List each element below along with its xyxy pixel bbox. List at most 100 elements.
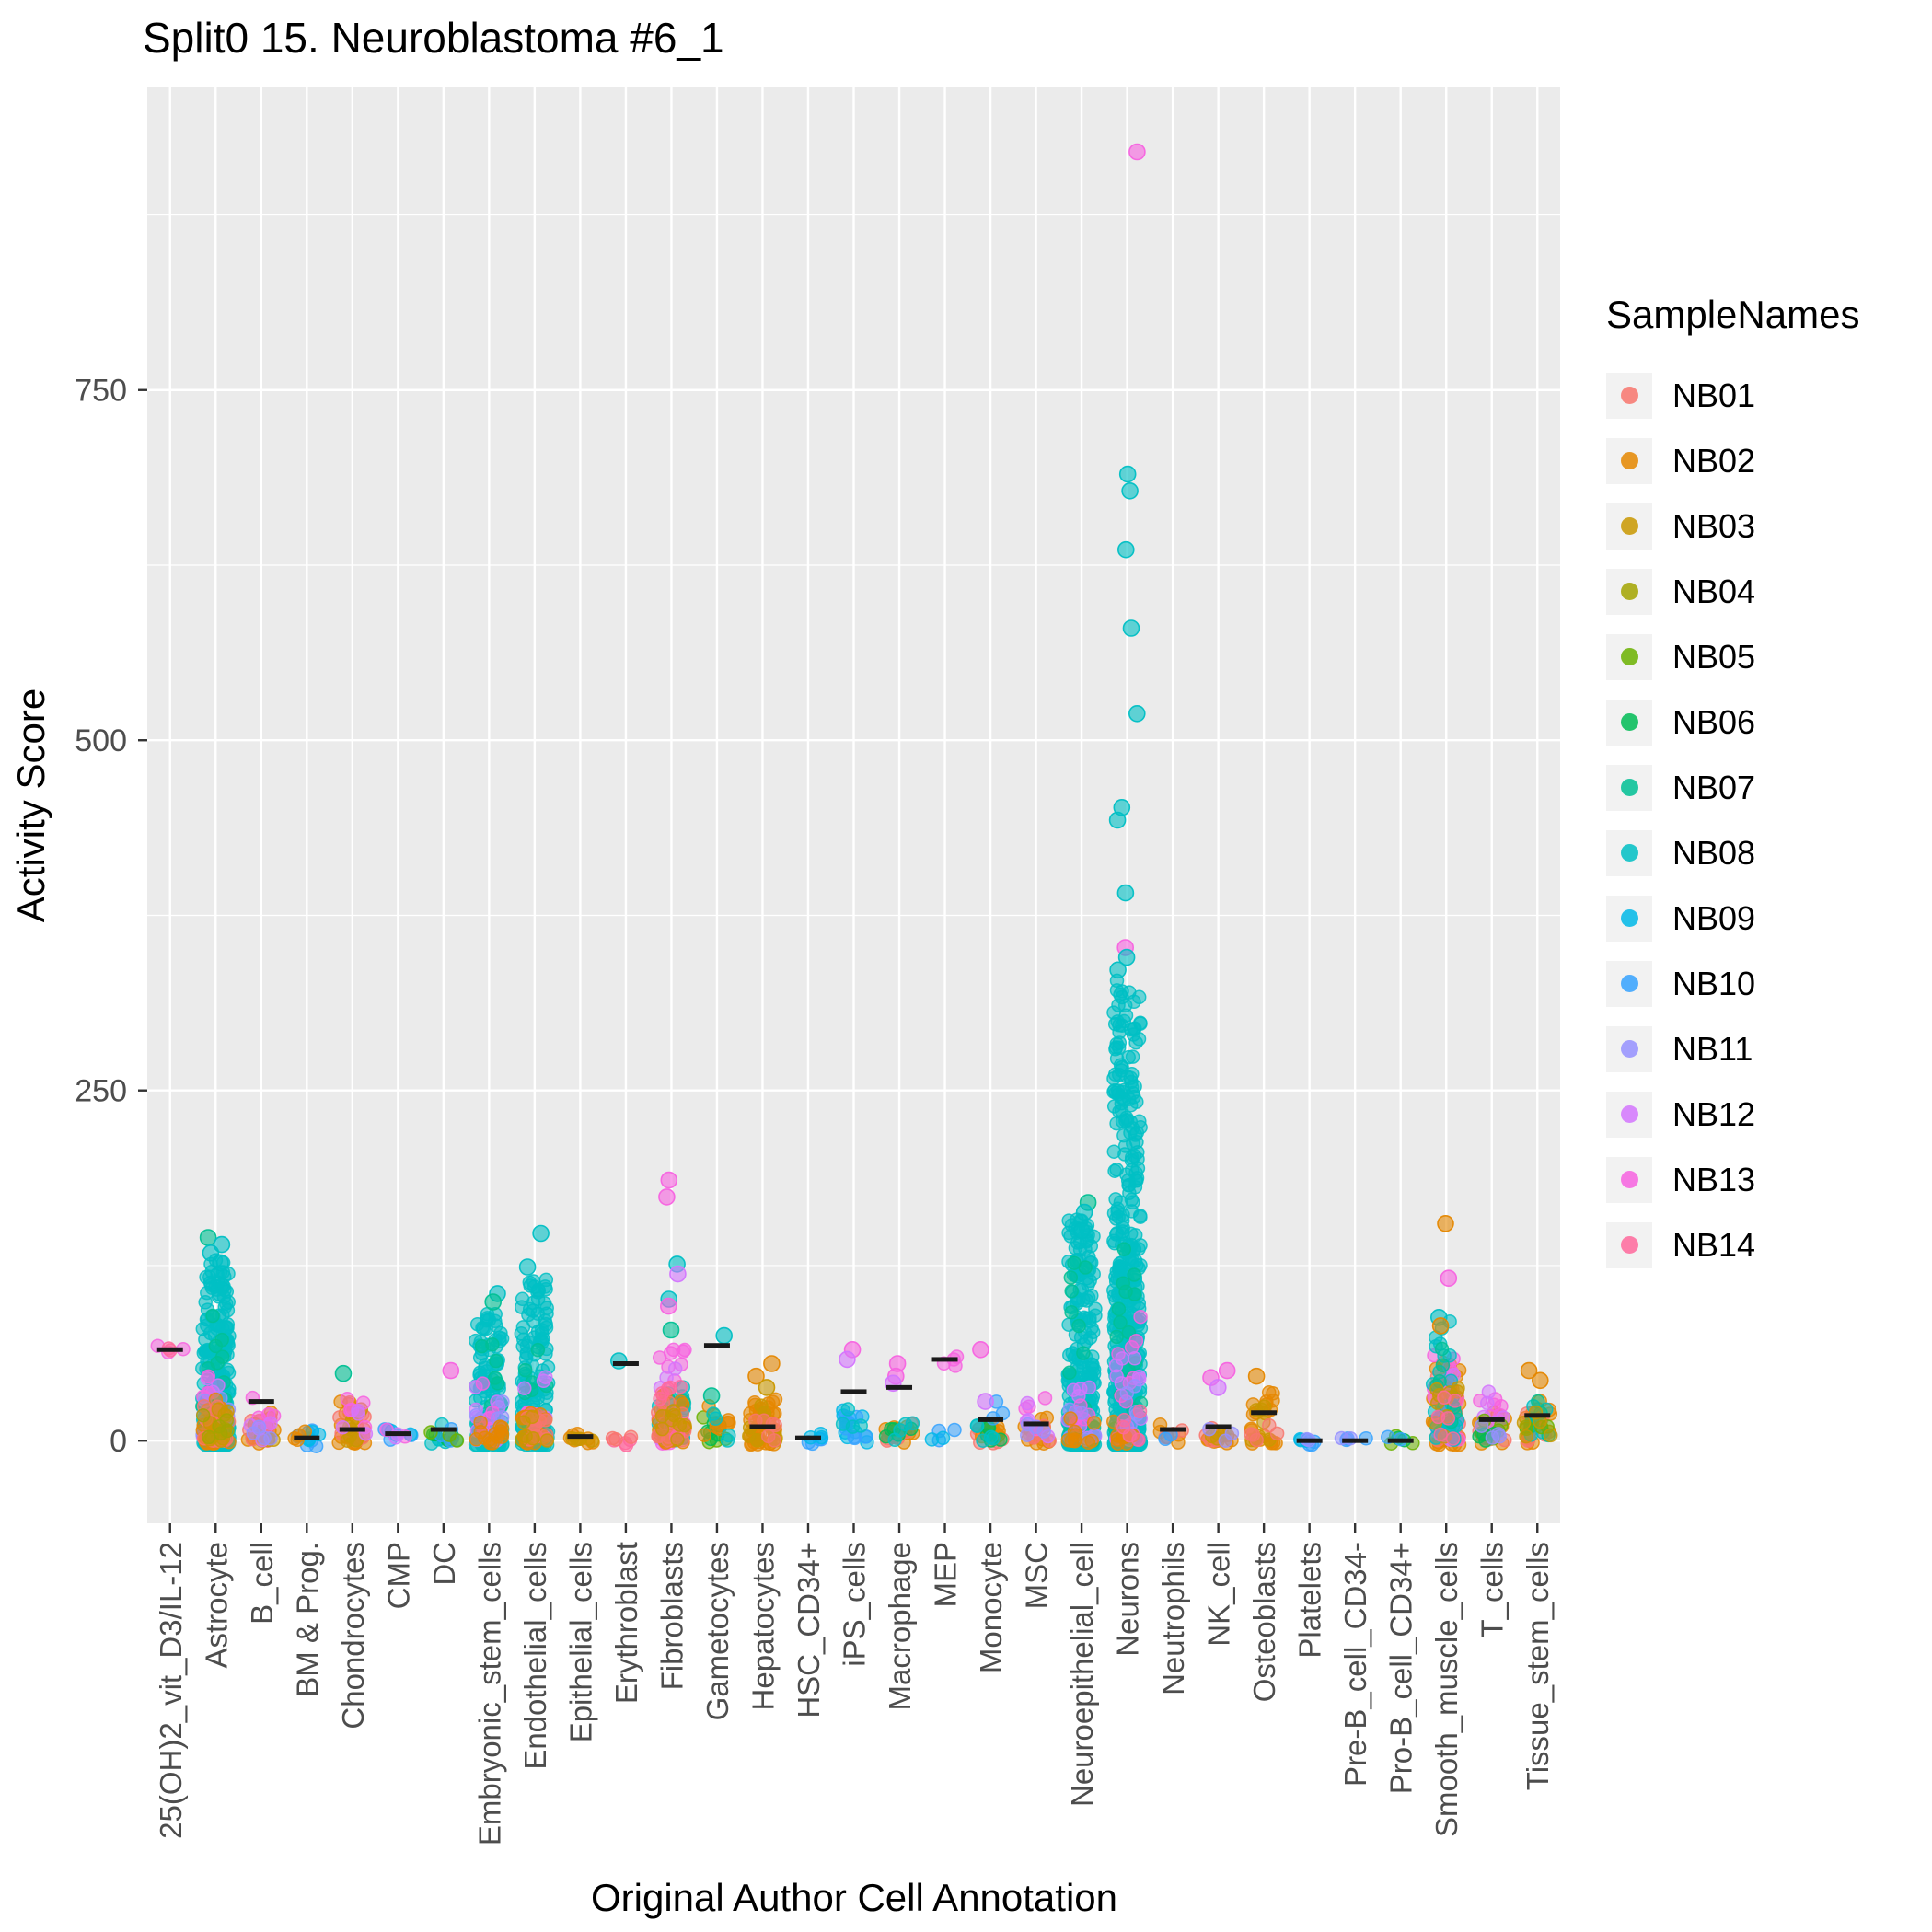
legend-title: SampleNames (1606, 293, 1860, 336)
x-tick-label: Osteoblasts (1247, 1542, 1281, 1702)
x-tick-label: Tissue_stem_cells (1521, 1542, 1555, 1790)
y-axis-title: Activity Score (9, 688, 52, 923)
legend-color-dot (1620, 1105, 1638, 1123)
gridlines (147, 87, 1560, 1523)
y-tick-label: 750 (75, 374, 127, 409)
legend-key (1606, 1221, 1652, 1268)
x-tick-label: Gametocytes (700, 1542, 735, 1720)
x-tick-label: Neurons (1111, 1542, 1145, 1657)
legend-key (1606, 1156, 1652, 1203)
x-tick-label: 25(OH)2_vit_D3/IL-12 (154, 1542, 188, 1839)
y-tick-label: 0 (110, 1424, 127, 1459)
x-tick-label: Pro-B_cell_CD34+ (1384, 1542, 1418, 1794)
x-tick-label: Fibroblasts (654, 1542, 688, 1690)
legend-label: NB04 (1672, 572, 1756, 610)
axis-ticks-labels: 0 250 500 750 25(OH)2_vit_D3/IL-12 Astrocyte B… (75, 374, 1555, 1845)
x-tick-label: HSC_CD34+ (792, 1542, 826, 1718)
legend-color-dot (1620, 844, 1638, 862)
legend-key (1606, 568, 1652, 615)
legend-item-NB10: NB10 (1606, 951, 1859, 1016)
x-tick-label: Chondrocytes (336, 1542, 370, 1730)
y-tick-label: 250 (75, 1074, 127, 1109)
legend-key (1606, 633, 1652, 680)
legend-item-NB14: NB14 (1606, 1212, 1859, 1278)
legend-key (1606, 1091, 1652, 1138)
x-tick-label: iPS_cells (838, 1542, 872, 1667)
legend-key (1606, 1025, 1652, 1072)
legend-key (1606, 895, 1652, 942)
legend-item-NB04: NB04 (1606, 559, 1859, 624)
legend-item-NB07: NB07 (1606, 755, 1859, 820)
x-tick-label: Neuroepithelial_cell (1065, 1542, 1099, 1807)
legend-item-NB05: NB05 (1606, 624, 1859, 689)
legend-label: NB11 (1672, 1029, 1753, 1068)
x-tick-label: Smooth_muscle_cells (1429, 1542, 1463, 1837)
legend-key (1606, 764, 1652, 811)
legend-key (1606, 503, 1652, 550)
legend-item-NB08: NB08 (1606, 820, 1859, 885)
x-tick-label: Platelets (1293, 1542, 1327, 1659)
legend-color-dot (1620, 452, 1638, 469)
legend-label: NB09 (1672, 898, 1756, 937)
legend-item-NB09: NB09 (1606, 885, 1859, 951)
legend-color-dot (1620, 517, 1638, 535)
legend-item-NB02: NB02 (1606, 428, 1859, 493)
legend-item-NB11: NB11 (1606, 1016, 1859, 1082)
x-tick-label: Pre-B_cell_CD34- (1338, 1542, 1372, 1787)
legend-label: NB13 (1672, 1160, 1756, 1198)
legend-color-dot (1620, 975, 1638, 992)
legend-label: NB06 (1672, 702, 1756, 741)
y-tick-label: 500 (75, 723, 127, 758)
legend-color-dot (1620, 779, 1638, 796)
legend-label: NB08 (1672, 833, 1756, 872)
legend-label: NB02 (1672, 441, 1756, 480)
x-tick-label: Embryonic_stem_cells (472, 1542, 506, 1845)
x-tick-label: BM & Prog. (290, 1542, 324, 1697)
legend-color-dot (1620, 648, 1638, 665)
x-tick-label: T_cells (1475, 1542, 1510, 1638)
legend-key (1606, 699, 1652, 746)
x-tick-label: MSC (1020, 1542, 1054, 1609)
x-tick-label: Macrophage (883, 1542, 917, 1710)
x-tick-label: Hepatocytes (746, 1542, 780, 1710)
legend-color-dot (1620, 1171, 1638, 1188)
legend-key (1606, 829, 1652, 876)
x-axis-title: Original Author Cell Annotation (590, 1876, 1118, 1919)
legend-key (1606, 960, 1652, 1007)
legend-label: NB03 (1672, 506, 1756, 545)
legend-items: NB01 NB02 NB03 NB04 NB05 NB06 NB07 NB08 NB09 NB10… (1606, 363, 1859, 1278)
legend-label: NB14 (1672, 1225, 1756, 1264)
x-tick-label: Erythroblast (609, 1542, 643, 1704)
legend-label: NB01 (1672, 376, 1756, 414)
legend-item-NB06: NB06 (1606, 689, 1859, 755)
legend-color-dot (1620, 1236, 1638, 1254)
x-tick-label: CMP (381, 1542, 415, 1609)
legend-key (1606, 437, 1652, 484)
legend-item-NB13: NB13 (1606, 1147, 1859, 1212)
legend-label: NB12 (1672, 1094, 1756, 1133)
legend-label: NB07 (1672, 768, 1756, 806)
legend: SampleNames NB01 NB02 NB03 NB04 NB05 NB06 NB07… (1606, 293, 1859, 1278)
legend-label: NB10 (1672, 964, 1756, 1002)
x-tick-label: Epithelial_cells (563, 1542, 597, 1742)
legend-item-NB01: NB01 (1606, 363, 1859, 428)
x-tick-label: DC (427, 1542, 461, 1586)
x-tick-label: Endothelial_cells (518, 1542, 552, 1770)
legend-color-dot (1620, 713, 1638, 731)
legend-color-dot (1620, 387, 1638, 404)
x-tick-label: Neutrophils (1156, 1542, 1190, 1695)
x-tick-label: Astrocyte (199, 1542, 233, 1669)
x-tick-label: Monocyte (974, 1542, 1008, 1673)
x-tick-label: NK_cell (1202, 1542, 1236, 1647)
x-tick-label: B_cell (245, 1542, 279, 1625)
points-layer (150, 143, 1558, 1453)
legend-item-NB12: NB12 (1606, 1082, 1859, 1147)
chart-title: Split0 15. Neuroblastoma #6_1 (143, 14, 724, 62)
legend-color-dot (1620, 583, 1638, 600)
legend-color-dot (1620, 1040, 1638, 1058)
legend-label: NB05 (1672, 637, 1756, 676)
x-tick-label: MEP (929, 1542, 963, 1608)
legend-item-NB03: NB03 (1606, 493, 1859, 559)
